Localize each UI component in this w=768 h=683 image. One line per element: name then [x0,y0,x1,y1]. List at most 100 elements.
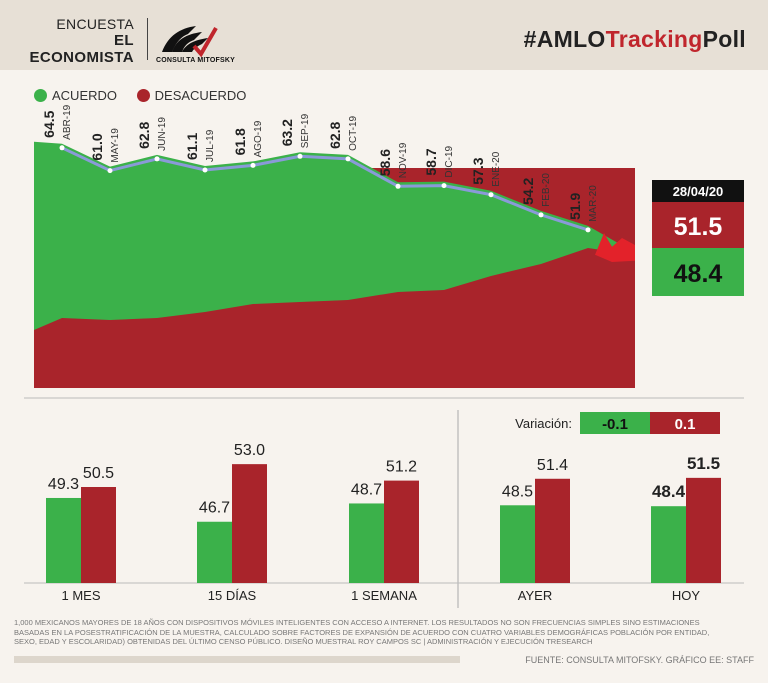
legend: ACUERDO DESACUERDO [34,88,262,103]
value-label: 61.8 [232,128,248,155]
trend-marker [154,156,160,162]
trend-marker [345,156,351,162]
value-label: 58.6 [377,149,393,176]
trend-marker [250,162,256,168]
latest-date-box [652,180,744,202]
value-label: 61.0 [89,133,105,160]
bar-label-desacuerdo: 51.2 [386,459,417,476]
month-tick-label: AGO-19 [253,120,264,157]
variacion-acuerdo-box [580,412,650,434]
publisher-line1: ENCUESTA [56,16,134,32]
bar-label-desacuerdo: 51.4 [537,457,568,474]
variacion-desacuerdo: 0.1 [675,416,696,433]
month-tick-label: FEB-20 [541,173,552,207]
bar-desacuerdo [535,478,570,583]
latest-desacuerdo-box [652,202,744,248]
bar-label-desacuerdo: 51.5 [687,454,720,473]
month-tick-label: SEP-19 [300,113,311,148]
value-label: 62.8 [327,121,343,148]
month-tick-label: ENE-20 [491,151,502,186]
publisher-line2: EL ECONOMISTA [29,32,134,66]
legend-item-acuerdo: ACUERDO [34,88,117,103]
hashtag-tracking: Tracking [605,26,703,52]
value-label: 64.5 [41,110,57,137]
footnote: 1,000 mexicanos mayores de 18 años con d… [14,618,710,647]
area-desacuerdo-crossover [595,233,635,262]
latest-acuerdo-box [652,248,744,296]
mitofsky-logo [162,26,218,58]
bar-desacuerdo [232,464,267,583]
bar-desacuerdo [81,487,116,583]
month-tick-label: OCT-19 [348,115,359,150]
bar-category-label: 15 DÍAS [208,588,257,603]
hashtag-suffix: Poll [702,26,746,52]
bar-category-label: 1 MES [61,588,100,603]
trend-marker [395,183,401,189]
bar-label-acuerdo: 46.7 [199,500,230,517]
trend-marker [202,167,208,173]
bar-acuerdo [46,497,81,583]
latest-desacuerdo-value: 51.5 [674,213,723,241]
value-label: 63.2 [279,119,295,146]
area-chart: 64.5 ABR-19 61.0 MAY-19 62.8 JUN-19 61.1 JUL-19… [34,104,635,388]
bar-acuerdo [197,521,232,583]
value-label: 51.9 [567,192,583,219]
bar-label-desacuerdo: 50.5 [83,465,114,482]
bar-acuerdo [349,503,384,583]
bar-desacuerdo [686,477,721,583]
variacion-acuerdo: -0.1 [602,416,628,433]
bar-label-acuerdo: 49.3 [48,476,79,493]
trend-markers [59,145,591,233]
month-tick-label: ABR-19 [62,104,73,139]
trend-marker [488,192,494,198]
bar-label-acuerdo: 48.4 [652,482,686,501]
variacion-label: Variación: [515,416,572,431]
bar-category-label: HOY [672,588,701,603]
bar-marks: 49.350.5 1 MES 46.7 53.0 15 DÍAS 48.751.2 1 SE… [46,442,721,603]
month-labels: 64.5 ABR-19 61.0 MAY-19 62.8 JUN-19 61.1 JUL-19… [41,104,599,222]
bar-acuerdo [500,505,535,583]
logo-caption: CONSULTA MITOFSKY [156,57,235,64]
legend-dot-green [34,89,47,102]
bar-label-desacuerdo: 53.0 [234,442,265,459]
trend-marker [441,183,447,189]
month-tick-label: DIC-19 [444,145,455,177]
legend-label-acuerdo: ACUERDO [52,88,118,103]
legend-label-desacuerdo: DESACUERDO [154,88,247,103]
value-label: 54.2 [520,177,536,204]
hashtag-prefix: #AMLO [523,26,606,52]
legend-item-desacuerdo: DESACUERDO [136,88,247,103]
trend-marker [538,212,544,218]
header-band: ENCUESTA EL ECONOMISTA CONSULTA MITOFSKY… [0,0,768,70]
trend-marker [107,168,113,174]
bar-label-acuerdo: 48.5 [502,483,533,500]
bar-acuerdo [651,506,686,583]
legend-dot-red [136,89,150,102]
footnote-bar [14,656,460,663]
trend-marker [585,227,591,233]
header-divider [147,18,148,60]
value-label: 57.3 [470,157,486,184]
month-tick-label: MAY-19 [110,128,121,163]
value-label: 61.1 [184,133,200,160]
value-label: 62.8 [136,121,152,148]
bar-chart: Variación: -0.1 0.1 49.350.5 1 MES 46.7 53.… [24,397,744,608]
source-credit: FUENTE: CONSULTA MITOFSKY. GRÁFICO EE: S… [525,655,754,665]
publisher-block: ENCUESTA EL ECONOMISTA [18,16,134,66]
month-tick-label: NOV-19 [398,142,409,178]
bar-label-acuerdo: 48.7 [351,481,382,498]
hashtag-title: #AMLOTrackingPoll [524,26,746,53]
latest-panel: 28/04/20 51.5 48.4 [652,180,744,296]
bar-category-label: 1 SEMANA [351,588,417,603]
latest-acuerdo-value: 48.4 [674,260,723,288]
trend-marker [297,153,303,159]
latest-date: 28/04/20 [673,184,724,199]
month-tick-label: JUL-19 [205,129,216,162]
month-tick-label: JUN-19 [157,117,168,151]
area-desacuerdo [34,248,635,388]
month-tick-label: MAR-20 [588,185,599,222]
area-acuerdo [34,141,635,330]
bar-category-label: AYER [518,588,552,603]
variacion-desacuerdo-box [650,412,720,434]
bar-desacuerdo [384,480,419,583]
